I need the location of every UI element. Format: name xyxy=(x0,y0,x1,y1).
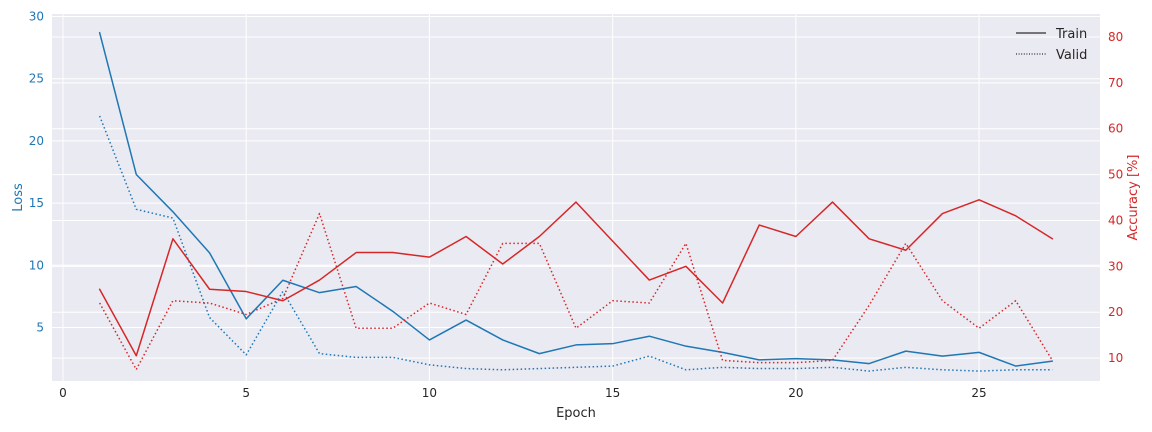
series-loss-valid-line xyxy=(98,115,1053,372)
left-tick-label: 5 xyxy=(36,321,44,335)
x-tick-label: 25 xyxy=(971,386,986,400)
legend-valid-label: Valid xyxy=(1056,48,1087,63)
series-layer xyxy=(98,31,1054,372)
right-tick-label: 40 xyxy=(1108,213,1123,227)
right-axis-label: Accuracy [%] xyxy=(1126,155,1141,241)
left-tick-label: 30 xyxy=(29,9,44,23)
right-tick-label: 70 xyxy=(1108,76,1123,90)
series-accuracy-train-line xyxy=(98,199,1054,357)
x-axis-label: Epoch xyxy=(556,406,596,421)
right-tick-label: 20 xyxy=(1108,305,1123,319)
plot-background xyxy=(52,14,1100,381)
left-tick-label: 25 xyxy=(29,72,44,86)
right-tick-label: 30 xyxy=(1108,259,1123,273)
legend: Train Valid xyxy=(1016,27,1087,63)
left-tick-label: 10 xyxy=(29,258,44,272)
right-tick-label: 50 xyxy=(1108,168,1123,182)
right-tick-label: 10 xyxy=(1108,351,1123,365)
left-tick-label: 20 xyxy=(29,134,44,148)
x-tick-label: 20 xyxy=(788,386,803,400)
left-axis-label: Loss xyxy=(11,183,26,212)
ticks-layer: 0 5 10 15 20 25 5 10 15 20 25 30 10 20 30 40 50 60 70 80 xyxy=(29,9,1124,400)
right-tick-label: 60 xyxy=(1108,122,1123,136)
grid xyxy=(52,14,1100,381)
x-tick-label: 15 xyxy=(605,386,620,400)
x-tick-label: 5 xyxy=(242,386,250,400)
left-tick-label: 15 xyxy=(29,196,44,210)
legend-train-label: Train xyxy=(1055,27,1087,42)
right-tick-label: 80 xyxy=(1108,30,1123,44)
series-loss-train-line xyxy=(98,31,1054,367)
x-tick-label: 10 xyxy=(422,386,437,400)
x-tick-label: 0 xyxy=(59,386,67,400)
